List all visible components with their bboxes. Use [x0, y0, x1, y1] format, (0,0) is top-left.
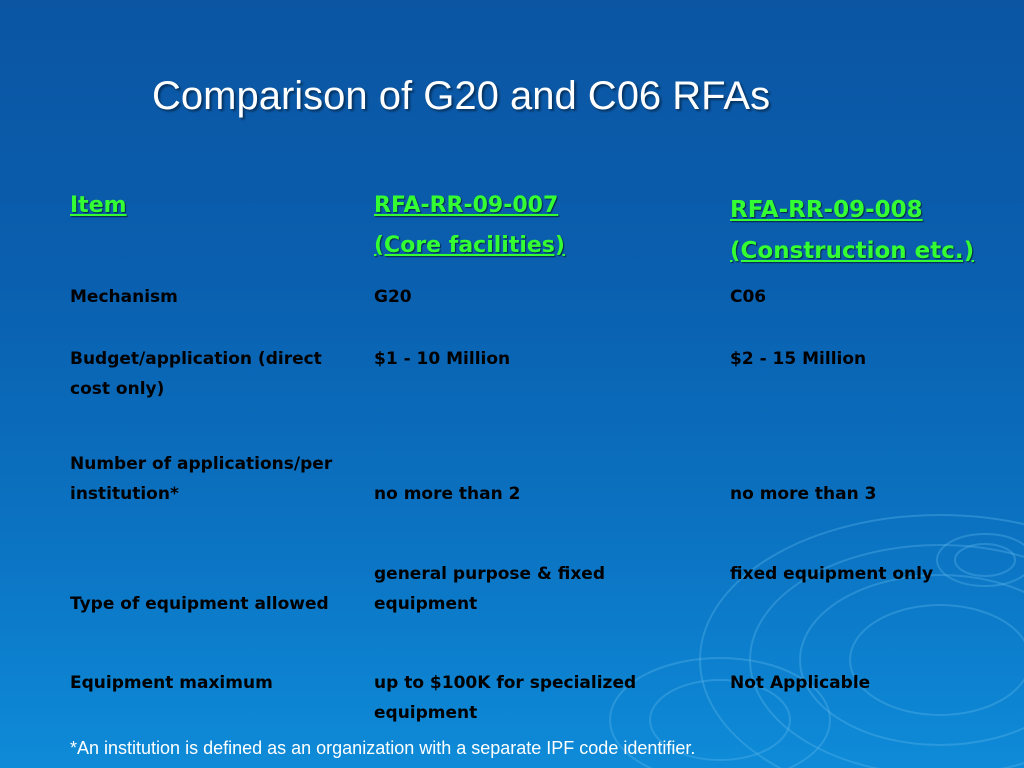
column-header-g20-line1: RFA-RR-09-007 — [374, 193, 559, 218]
row-applications-item: Number of applications/per institution* — [70, 454, 333, 504]
row-equipment-type-item: Type of equipment allowed — [70, 594, 329, 614]
row-equipment-max-c06: Not Applicable — [730, 673, 871, 693]
row-applications-c06: no more than 3 — [730, 484, 877, 504]
row-equipment-type-g20: general purpose & fixed equipment — [374, 564, 606, 614]
row-equipment-type-c06: fixed equipment only — [730, 564, 934, 584]
column-header-c06: RFA-RR-09-008 (Construction etc.) — [730, 190, 974, 272]
slide-title: Comparison of G20 and C06 RFAs — [152, 74, 771, 118]
row-budget-c06: $2 - 15 Million — [730, 349, 867, 369]
column-header-item-label: Item — [70, 193, 127, 218]
row-budget-item: Budget/application (direct cost only) — [70, 349, 322, 399]
row-applications-g20: no more than 2 — [374, 484, 521, 504]
column-header-c06-line2: (Construction etc.) — [730, 238, 975, 264]
column-header-g20: RFA-RR-09-007 (Core facilities) — [374, 184, 565, 268]
column-header-item: Item — [70, 184, 127, 228]
row-mechanism-item: Mechanism — [70, 287, 178, 307]
column-header-c06-line1: RFA-RR-09-008 — [730, 197, 923, 223]
row-mechanism-c06: C06 — [730, 287, 767, 307]
row-equipment-max-item: Equipment maximum — [70, 673, 273, 693]
row-equipment-max-g20: up to $100K for specialized equipment — [374, 673, 637, 723]
footnote: *An institution is defined as an organiz… — [70, 738, 696, 758]
column-header-g20-line2: (Core facilities) — [374, 233, 565, 258]
row-mechanism-g20: G20 — [374, 287, 412, 307]
row-budget-g20: $1 - 10 Million — [374, 349, 511, 369]
